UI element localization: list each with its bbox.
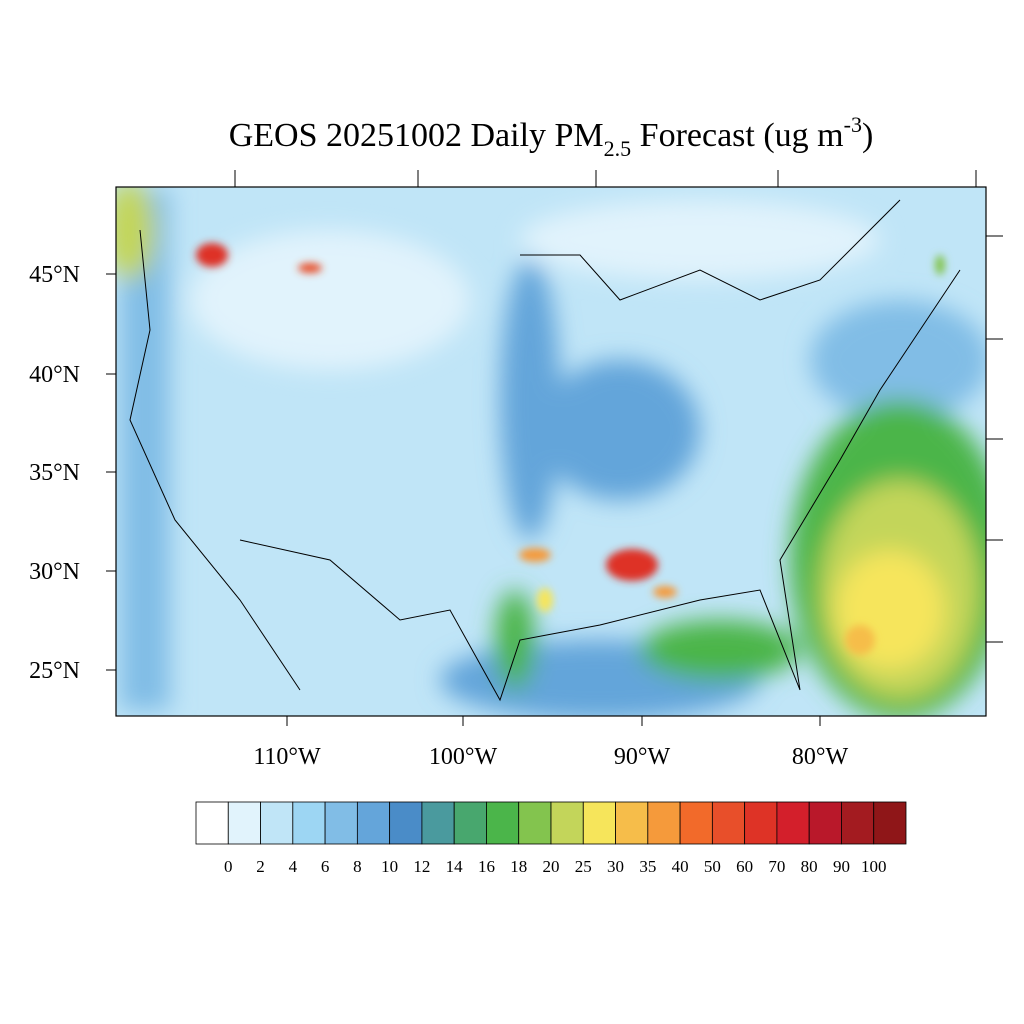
lat-label: 40°N: [29, 362, 80, 388]
title-end: ): [862, 117, 873, 154]
title-main: GEOS 20251002 Daily PM: [229, 117, 604, 154]
colorbar-swatch: [711, 801, 746, 845]
colorbar-swatch: [453, 801, 487, 845]
map-field: [116, 187, 986, 716]
colorbar-label: 100: [861, 857, 887, 876]
colorbar-label: 10: [381, 857, 398, 876]
colorbar-swatch: [615, 801, 649, 845]
colorbar-swatch: [389, 801, 423, 845]
colorbar-swatch: [776, 801, 810, 845]
lat-label: 35°N: [29, 460, 80, 486]
title: GEOS 20251002 Daily PM2.5 Forecast (ug m…: [229, 112, 874, 161]
colorbar-label: 14: [446, 857, 464, 876]
colorbar-swatch: [486, 801, 520, 845]
colorbar-label: 18: [510, 857, 527, 876]
colorbar-swatch: [292, 801, 326, 845]
colorbar-swatch: [356, 801, 391, 845]
colorbar-swatch: [195, 801, 229, 845]
colorbar-swatch: [227, 801, 261, 845]
axes: 45°N 40°N 35°N 30°N 25°N 110°W 100°W 90°W 80°W: [29, 170, 1003, 770]
lat-label: 45°N: [29, 262, 80, 288]
colorbar-swatch: [873, 801, 907, 845]
lon-label: 90°W: [614, 744, 671, 770]
colorbar-swatch: [421, 801, 455, 845]
colorbar-swatch: [550, 801, 584, 845]
colorbar-label: 0: [224, 857, 233, 876]
colorbar-label: 25: [575, 857, 592, 876]
colorbar-label: 80: [801, 857, 818, 876]
lon-label: 80°W: [792, 744, 849, 770]
colorbar: 0 2 4 6 8 10 12 14 16 18 20 25 30 35 40 50 60 70 80 90 100: [195, 801, 907, 876]
title-sub: 2.5: [604, 136, 632, 161]
colorbar-label: 16: [478, 857, 495, 876]
colorbar-label: 50: [704, 857, 721, 876]
colorbar-swatch: [518, 801, 552, 845]
colorbar-swatch: [260, 801, 294, 845]
title-rest: Forecast (ug m: [631, 117, 843, 154]
colorbar-label: 60: [736, 857, 753, 876]
colorbar-label: 35: [639, 857, 656, 876]
title-sup: -3: [844, 112, 862, 137]
colorbar-label: 40: [672, 857, 689, 876]
colorbar-label: 30: [607, 857, 624, 876]
lat-label: 30°N: [29, 559, 80, 585]
colorbar-label: 2: [256, 857, 265, 876]
colorbar-label: 70: [768, 857, 785, 876]
colorbar-label: 90: [833, 857, 850, 876]
colorbar-swatch: [647, 801, 681, 845]
colorbar-swatch: [324, 801, 358, 845]
colorbar-swatch: [744, 801, 778, 845]
lon-label: 100°W: [429, 744, 498, 770]
colorbar-label: 4: [289, 857, 298, 876]
colorbar-label: 20: [543, 857, 560, 876]
colorbar-label: 12: [413, 857, 430, 876]
colorbar-label: 8: [353, 857, 362, 876]
map-frame: [115, 186, 987, 717]
colorbar-swatch: [808, 801, 842, 845]
colorbar-swatch: [841, 801, 875, 845]
colorbar-label: 6: [321, 857, 330, 876]
colorbar-swatch: [582, 801, 616, 845]
lon-label: 110°W: [253, 744, 321, 770]
colorbar-swatch: [679, 801, 713, 845]
lat-label: 25°N: [29, 658, 80, 684]
